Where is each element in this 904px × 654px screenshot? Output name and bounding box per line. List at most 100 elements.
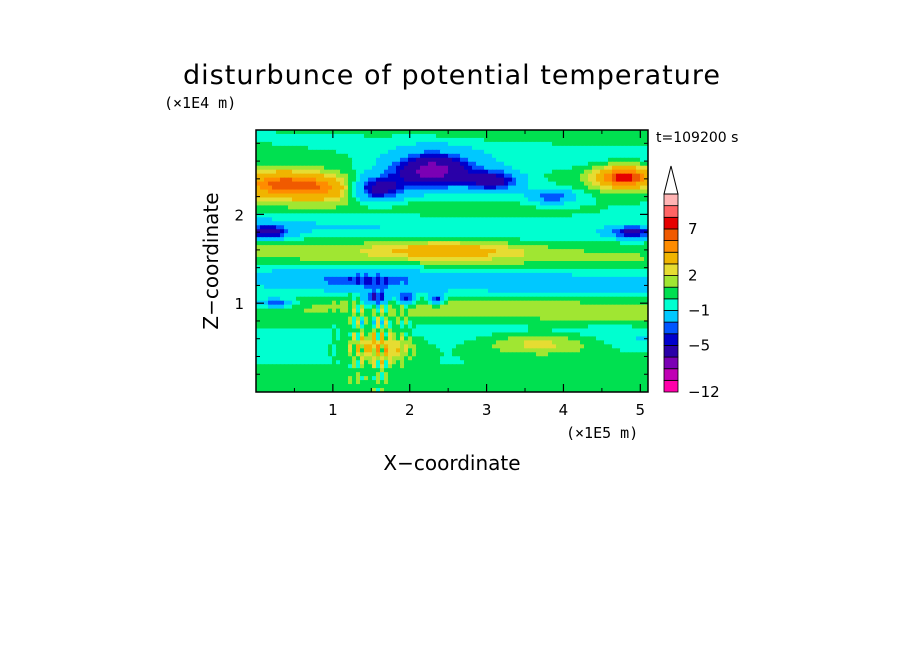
contour-cell (572, 237, 577, 242)
contour-cell (440, 201, 445, 207)
contour-cell (344, 161, 349, 167)
contour-cell (480, 130, 485, 135)
contour-cell (448, 272, 453, 278)
contour-cell (444, 245, 449, 250)
contour-cell (604, 201, 609, 207)
contour-cell (572, 253, 577, 258)
contour-cell (540, 201, 545, 207)
contour-cell (632, 205, 637, 210)
contour-cell (268, 137, 273, 143)
contour-cell (612, 141, 617, 147)
contour-cell (488, 181, 493, 187)
contour-cell (472, 257, 477, 262)
contour-cell (616, 209, 621, 214)
contour-cell (564, 213, 569, 218)
contour-cell (540, 161, 545, 167)
contour-cell (464, 304, 469, 310)
contour-cell (404, 181, 409, 187)
contour-cell (464, 320, 469, 326)
contour-cell (588, 181, 593, 187)
contour-cell (264, 185, 269, 191)
contour-cell (368, 197, 373, 203)
contour-cell (312, 213, 317, 218)
contour-cell (428, 261, 433, 266)
contour-cell (420, 276, 425, 282)
contour-cell (312, 316, 317, 322)
contour-cell (344, 225, 349, 230)
contour-cell (456, 257, 461, 262)
contour-cell (388, 324, 393, 330)
contour-cell (292, 328, 297, 334)
contour-cell (284, 276, 289, 282)
contour-cell (272, 145, 277, 151)
contour-cell (268, 197, 273, 203)
contour-cell (592, 261, 597, 266)
contour-cell (592, 237, 597, 242)
contour-cell (588, 153, 593, 159)
contour-cell (508, 130, 513, 135)
contour-cell (352, 225, 357, 230)
contour-cell (284, 130, 289, 135)
contour-cell (500, 157, 505, 163)
contour-cell (452, 253, 457, 258)
contour-cell (304, 217, 309, 222)
contour-cell (480, 153, 485, 159)
contour-cell (544, 324, 549, 330)
contour-cell (444, 225, 449, 230)
contour-cell (524, 284, 529, 290)
contour-cell (632, 137, 637, 143)
contour-cell (512, 205, 517, 210)
contour-cell (544, 312, 549, 318)
contour-cell (632, 241, 637, 246)
contour-cell (460, 241, 465, 246)
contour-cell (560, 149, 565, 155)
contour-cell (552, 193, 557, 199)
contour-cell (412, 193, 417, 199)
contour-cell (464, 181, 469, 187)
contour-cell (328, 304, 333, 310)
contour-cell (336, 233, 341, 238)
contour-cell (408, 268, 413, 274)
contour-cell (424, 221, 429, 226)
contour-cell (396, 181, 401, 187)
contour-cell (532, 217, 537, 222)
contour-cell (584, 300, 589, 306)
contour-cell (432, 304, 437, 310)
contour-cell (472, 272, 477, 278)
contour-cell (436, 320, 441, 326)
contour-cell (408, 304, 413, 310)
contour-cell (628, 209, 633, 214)
contour-cell (636, 185, 641, 191)
contour-cell (376, 217, 381, 222)
contour-cell (640, 292, 645, 298)
contour-cell (288, 153, 293, 159)
contour-cell (500, 304, 505, 310)
contour-cell (452, 205, 457, 210)
contour-cell (380, 245, 385, 250)
contour-cell (316, 249, 321, 254)
contour-cell (544, 201, 549, 207)
contour-cell (352, 145, 357, 151)
contour-cell (448, 257, 453, 262)
contour-cell (284, 197, 289, 203)
contour-cell (480, 300, 485, 306)
contour-cell (532, 213, 537, 218)
contour-cell (504, 304, 509, 310)
contour-cell (508, 193, 513, 199)
contour-cell (608, 261, 613, 266)
contour-cell (268, 237, 273, 242)
contour-cell (396, 165, 401, 171)
contour-cell (436, 209, 441, 214)
contour-cell (388, 300, 393, 306)
contour-cell (556, 181, 561, 187)
contour-cell (472, 217, 477, 222)
contour-cell (500, 221, 505, 226)
contour-cell (468, 300, 473, 306)
contour-cell (624, 300, 629, 306)
contour-cell (472, 324, 477, 330)
contour-cell (368, 284, 373, 290)
contour-cell (516, 225, 521, 230)
contour-cell (504, 197, 509, 203)
contour-cell (276, 149, 281, 155)
contour-cell (508, 217, 513, 222)
